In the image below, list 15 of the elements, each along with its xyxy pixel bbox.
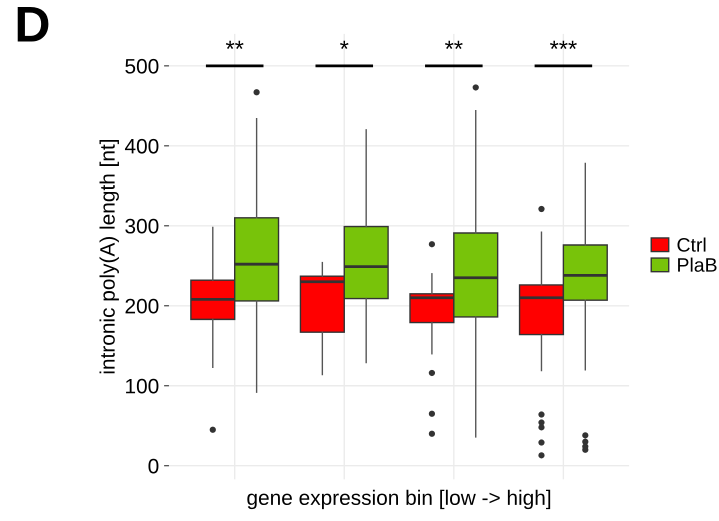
- annotation: **: [445, 40, 463, 50]
- y-axis-title: intronic poly(A) length [nt]: [100, 140, 119, 374]
- y-tick-label: 200: [126, 298, 158, 314]
- legend-label: PlaB: [678, 258, 717, 272]
- y-tick-label: 500: [125, 58, 158, 74]
- y-tick-label: 300: [125, 218, 158, 234]
- y-tick-label: 0: [148, 458, 158, 474]
- legend-label: Ctrl: [677, 237, 706, 252]
- text: D: [18, 7, 48, 42]
- y-tick-label: 400: [124, 138, 158, 154]
- x-axis-title: gene expression bin [low -> high]: [247, 490, 550, 510]
- annotation: ***: [550, 40, 577, 50]
- annotation: *: [340, 40, 348, 50]
- annotation: **: [226, 40, 244, 50]
- y-tick-label: 100: [126, 378, 158, 394]
